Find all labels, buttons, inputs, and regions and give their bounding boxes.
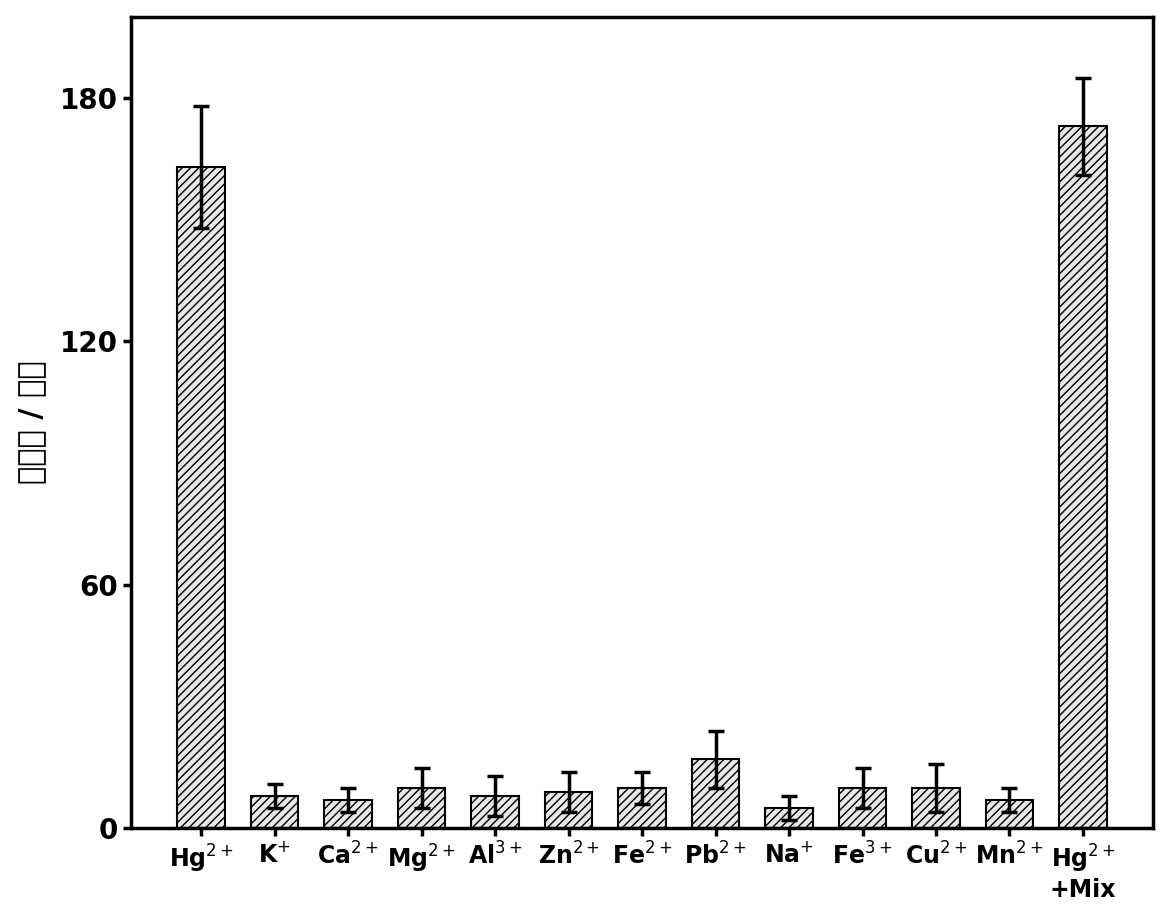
Bar	[985, 800, 1033, 828]
Bar	[545, 792, 592, 828]
Bar	[324, 800, 372, 828]
Bar	[913, 788, 959, 828]
Bar	[691, 759, 739, 828]
Bar	[250, 796, 298, 828]
Bar	[398, 788, 446, 828]
Bar	[618, 788, 666, 828]
Bar	[472, 796, 519, 828]
Y-axis label: 光电流 / 纳安: 光电流 / 纳安	[16, 361, 46, 484]
Bar	[177, 167, 225, 828]
Bar	[1059, 126, 1107, 828]
Bar	[839, 788, 887, 828]
Bar	[765, 808, 813, 828]
